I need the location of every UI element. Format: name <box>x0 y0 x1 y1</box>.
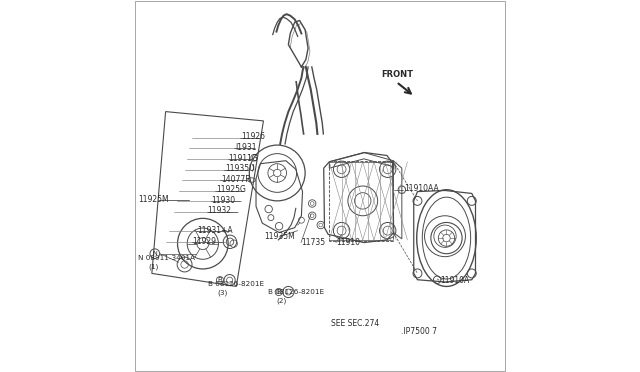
Text: N 08911-3401A: N 08911-3401A <box>138 255 195 261</box>
Text: 11910A: 11910A <box>440 276 469 285</box>
Text: 11925G: 11925G <box>216 185 246 194</box>
Text: B: B <box>218 277 222 283</box>
Text: 11910: 11910 <box>336 238 360 247</box>
Text: B 08126-8201E: B 08126-8201E <box>209 281 264 287</box>
Text: 14077R: 14077R <box>221 175 251 184</box>
Text: (1): (1) <box>148 263 158 270</box>
Text: (3): (3) <box>218 289 228 296</box>
Text: B 08126-8201E: B 08126-8201E <box>268 289 324 295</box>
Text: 11935M: 11935M <box>264 232 294 241</box>
Text: N: N <box>152 251 157 256</box>
Text: 11910AA: 11910AA <box>404 185 439 193</box>
Text: B: B <box>276 289 281 295</box>
Text: 11926: 11926 <box>241 132 265 141</box>
Text: FRONT: FRONT <box>381 70 413 79</box>
Text: 11935U: 11935U <box>225 164 254 173</box>
Text: 11931+A: 11931+A <box>197 226 232 235</box>
Text: 11932: 11932 <box>207 206 231 215</box>
Text: 11911G: 11911G <box>228 154 258 163</box>
Text: .IP7500 7: .IP7500 7 <box>401 327 437 336</box>
Text: (2): (2) <box>276 297 286 304</box>
Text: SEE SEC.274: SEE SEC.274 <box>331 319 380 328</box>
Text: 11925M: 11925M <box>138 195 169 204</box>
Text: 11735: 11735 <box>301 238 325 247</box>
Text: I1931: I1931 <box>236 143 257 152</box>
Text: 11930: 11930 <box>211 196 236 205</box>
Text: 11929: 11929 <box>193 237 216 246</box>
